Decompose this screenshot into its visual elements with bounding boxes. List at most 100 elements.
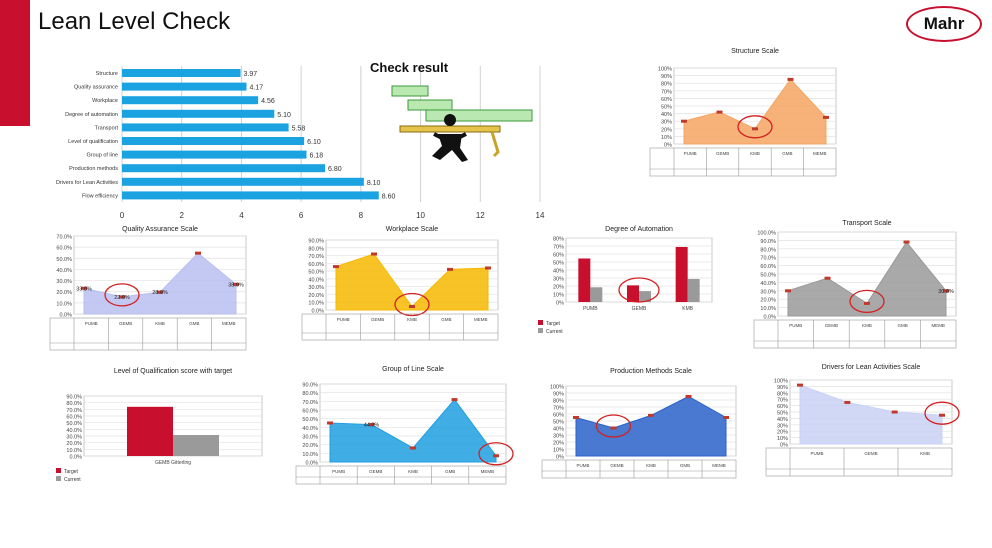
y-tick-label: 30.0% (760, 289, 776, 295)
data-point-marker (681, 119, 687, 123)
y-tick-label: 0.0% (311, 309, 324, 315)
data-point-marker (824, 276, 831, 280)
table-header-cell: GEMB (610, 463, 623, 468)
y-tick-label: 40.0% (66, 428, 82, 434)
chart-title: Group of Line Scale (382, 366, 444, 373)
table-header-cell: GMB (782, 151, 792, 156)
summary-bar (122, 177, 364, 186)
y-tick-label: 50.0% (760, 273, 776, 279)
chart-title: Workplace Scale (386, 226, 439, 233)
y-tick-label: 60% (777, 404, 788, 410)
result-bar-2 (407, 99, 453, 111)
quality-assurance-chart: Quality Assurance Scale 70.0% 60.0% 50.0% 40… (49, 226, 247, 351)
table-header-cell: MEMB (222, 321, 236, 326)
bar-value-label: 5.10 (277, 112, 291, 119)
table-header-cell: GEMB (716, 151, 729, 156)
category-label: GEMB Gitterling (155, 460, 191, 466)
highlight-circle (849, 289, 885, 314)
legend-label: Target (546, 321, 561, 327)
table-header-cell: GEMB (119, 321, 132, 326)
table-header-cell: KMB (408, 469, 418, 474)
highlight-circle (924, 401, 960, 425)
y-tick-label: 80.0% (760, 247, 776, 253)
production-methods-chart: Production Methods Scale 100%90%80%70%60%… (541, 368, 737, 479)
legend-swatch (538, 320, 543, 325)
bar-target (627, 285, 639, 302)
table-header-cell: PUMB (810, 451, 823, 456)
chart-title: Degree of Automation (605, 226, 673, 233)
data-point-label: 30.0% (938, 289, 954, 295)
bar-current (173, 435, 219, 456)
y-tick-label: 50% (777, 411, 788, 417)
category-label: Structure (96, 71, 118, 77)
y-tick-label: 0.0% (305, 461, 318, 467)
y-tick-label: 0% (780, 443, 788, 449)
category-label: KMB (682, 306, 694, 312)
table-header-cell: KMB (155, 321, 165, 326)
data-point-label: 38.0% (228, 282, 244, 288)
y-tick-label: 10.0% (308, 301, 324, 307)
data-point-marker (685, 395, 692, 398)
data-point-label: 44.0% (364, 423, 380, 429)
data-point-marker (119, 295, 125, 299)
area-series (787, 241, 947, 317)
y-tick-label: 60.0% (302, 409, 318, 415)
area-series (335, 253, 489, 311)
table-header-cell: GMB (897, 323, 907, 328)
bar-value-label: 4.17 (250, 85, 264, 92)
y-tick-label: 10% (553, 448, 564, 454)
legend-label: Current (64, 477, 81, 483)
data-table (753, 319, 957, 349)
category-label: Transport (95, 125, 119, 131)
y-tick-label: 60.0% (760, 264, 776, 270)
highlight-circle (394, 292, 430, 317)
y-tick-label: 90% (553, 392, 564, 398)
table-header-cell: MEMB (712, 463, 726, 468)
mahr-logo: Mahr (906, 6, 982, 42)
category-label: PUMB (583, 306, 598, 312)
chart-title: Quality Assurance Scale (122, 226, 198, 233)
data-point-marker (723, 416, 729, 419)
x-tick-label: 8 (359, 211, 364, 220)
bar-target (578, 258, 591, 302)
category-label: Workplace (92, 98, 118, 104)
summary-bar (122, 137, 305, 145)
y-tick-label: 20.0% (302, 443, 318, 449)
data-point-marker (333, 265, 339, 269)
y-tick-label: 80.0% (302, 391, 318, 397)
table-header-cell: KMB (407, 317, 417, 322)
area-series (683, 78, 827, 145)
summary-bar (122, 150, 307, 159)
y-tick-label: 40% (661, 112, 672, 118)
category-label: Production methods (69, 166, 118, 172)
table-header-cell: GMB (189, 321, 199, 326)
y-tick-label: 60% (553, 253, 564, 259)
y-tick-label: 40.0% (760, 281, 776, 287)
data-table (765, 447, 953, 477)
data-point-marker (939, 413, 945, 417)
table-header-cell: GEMB (371, 317, 384, 322)
data-point-marker (485, 266, 491, 270)
summary-bar (122, 191, 379, 200)
y-tick-label: 90% (777, 385, 788, 391)
bar-value-label: 5.58 (292, 125, 306, 132)
y-tick-label: 30% (661, 120, 672, 126)
data-point-marker (447, 267, 453, 271)
chart-title: Structure Scale (731, 48, 779, 55)
area-series (329, 398, 497, 463)
table-header-cell: MEMB (813, 151, 827, 156)
category-label: Degree of automation (65, 112, 118, 118)
category-label: Level of qualification (68, 139, 118, 145)
data-point-label: 22.0% (114, 295, 130, 301)
data-point-marker (903, 240, 910, 244)
table-header-cell: KMB (862, 323, 872, 328)
y-tick-label: 20.0% (66, 441, 82, 447)
bar-value-label: 6.18 (310, 153, 324, 160)
highlight-circle (478, 442, 514, 466)
y-tick-label: 70% (553, 245, 564, 251)
y-tick-label: 70.0% (308, 254, 324, 260)
y-tick-label: 70.0% (302, 400, 318, 406)
y-tick-label: 60% (661, 97, 672, 103)
group-of-line-chart: Group of Line Scale 90.0% 80.0% 70.0% 60.0% 5… (295, 366, 514, 485)
y-tick-label: 80.0% (66, 401, 82, 407)
